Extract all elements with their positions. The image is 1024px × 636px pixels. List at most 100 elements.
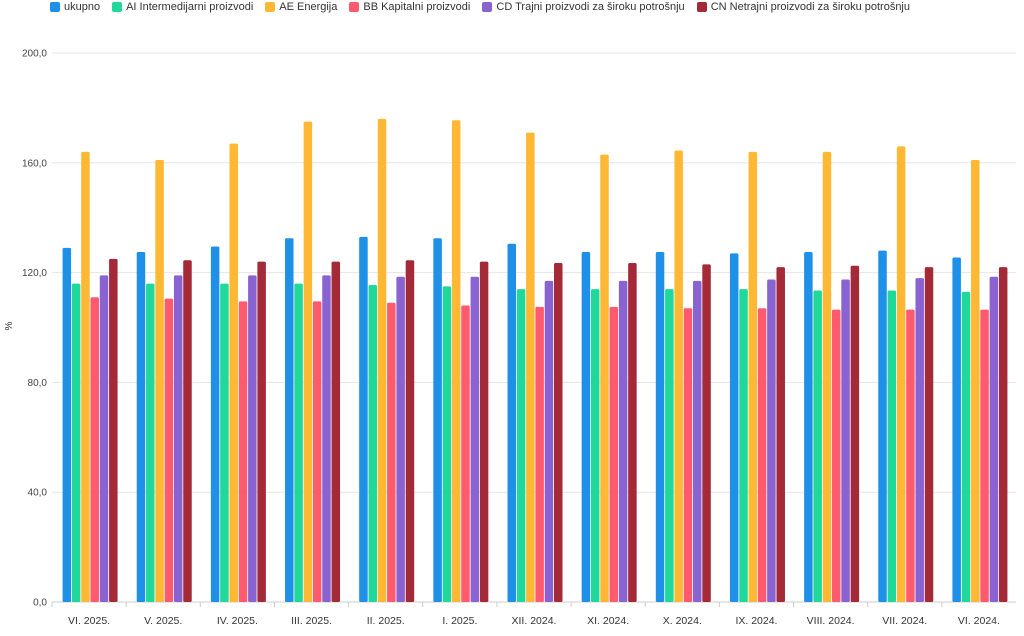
bar[interactable] [322,275,331,602]
legend-item[interactable]: ukupno [50,0,100,14]
bar[interactable] [980,309,989,602]
bar[interactable] [674,150,683,602]
y-tick-label: 80,0 [28,378,48,389]
legend-item[interactable]: AI Intermedijarni proizvodi [112,0,253,14]
x-tick-label: V. 2025. [144,615,182,627]
y-tick-label: 120,0 [22,268,47,279]
bar[interactable] [359,236,368,603]
bar[interactable] [442,286,452,602]
bar[interactable] [729,253,739,602]
bar[interactable] [989,276,999,602]
bar[interactable] [507,243,517,602]
bar[interactable] [257,261,266,602]
bar[interactable] [655,252,665,602]
bar[interactable] [90,297,99,602]
bar[interactable] [998,267,1008,602]
bar[interactable] [173,275,183,602]
chart-legend: ukupno AI Intermedijarni proizvodi AE Ener… [50,0,910,14]
bar[interactable] [285,238,294,602]
x-tick-label: XI. 2024. [587,615,629,627]
bar[interactable] [238,301,248,602]
legend-item[interactable]: BB Kapitalni proizvodi [349,0,470,14]
bar[interactable] [405,260,415,602]
bar[interactable] [822,151,832,602]
bar[interactable] [451,120,461,602]
bar[interactable] [776,267,785,602]
bar[interactable] [600,154,609,602]
legend-item[interactable]: CD Trajni proizvodi za široku potrošnju [482,0,685,14]
bar[interactable] [971,160,980,602]
bar[interactable] [526,132,535,603]
bar[interactable] [739,289,748,602]
bar[interactable] [155,160,164,602]
bar[interactable] [757,308,767,602]
bar[interactable] [183,260,192,602]
bar[interactable] [331,261,341,602]
bar[interactable] [62,247,72,602]
x-tick-label: VIII. 2024. [807,615,855,627]
x-tick-label: XII. 2024. [512,615,557,627]
bar[interactable] [210,246,220,602]
bar[interactable] [470,276,480,602]
bar[interactable] [693,280,702,602]
bar[interactable] [396,276,405,602]
bar[interactable] [878,250,887,602]
bar[interactable] [220,283,229,602]
bar[interactable] [609,306,619,602]
bar[interactable] [516,289,526,602]
bar[interactable] [590,289,600,602]
bar[interactable] [229,143,238,602]
bar[interactable] [146,283,155,602]
bar[interactable] [136,252,146,602]
bar[interactable] [99,275,109,602]
bar[interactable] [887,290,897,602]
bar[interactable] [81,151,90,602]
bar[interactable] [683,308,693,602]
x-tick-label: IX. 2024. [735,615,777,627]
bar[interactable] [248,275,257,602]
bar[interactable] [433,238,442,602]
bar[interactable] [544,280,554,602]
bar[interactable] [748,151,758,602]
bar[interactable] [896,146,906,602]
bar[interactable] [906,309,915,602]
legend-label: BB Kapitalni proizvodi [363,1,471,13]
bar[interactable] [832,309,841,602]
bar[interactable] [109,258,118,602]
bar[interactable] [850,265,860,602]
bar[interactable] [952,257,961,602]
x-tick-label: III. 2025. [291,615,332,627]
legend-item[interactable]: AE Energija [265,0,337,14]
bar[interactable] [915,278,924,602]
legend-item[interactable]: CN Netrajni proizvodi za široku potrošnj… [696,0,910,14]
bar[interactable] [303,121,313,602]
bar[interactable] [164,298,174,602]
bar[interactable] [804,252,813,602]
bar[interactable] [841,279,850,602]
bar[interactable] [961,291,971,602]
bar[interactable] [461,305,470,602]
legend-label: AI Intermedijarni proizvodi [126,1,254,13]
bar[interactable] [71,283,81,602]
bar[interactable] [554,262,563,602]
bar[interactable] [294,283,303,602]
bar[interactable] [581,252,591,602]
bar[interactable] [535,306,544,602]
bar[interactable] [702,264,711,602]
bar[interactable] [387,302,396,602]
bar[interactable] [312,301,322,602]
bar[interactable] [628,262,637,602]
bar[interactable] [665,289,674,602]
bar[interactable] [368,284,377,602]
bar[interactable] [618,280,628,602]
bar[interactable] [479,261,489,602]
bar[interactable] [377,118,387,602]
bar[interactable] [813,290,822,602]
y-tick-label: 0,0 [33,598,47,609]
bar[interactable] [767,279,776,602]
legend-label: AE Energija [279,1,338,13]
x-tick-label: IV. 2025. [217,615,258,627]
y-tick-label: 160,0 [22,158,47,169]
bar[interactable] [924,267,934,602]
